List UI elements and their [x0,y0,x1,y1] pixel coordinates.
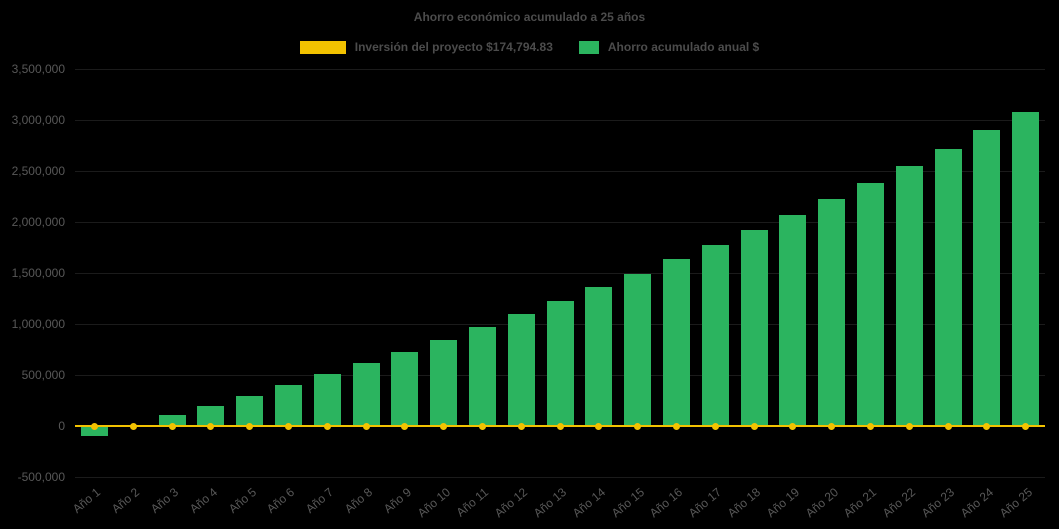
investment-line-marker[interactable] [168,422,176,430]
y-axis-tick-label: 3,500,000 [11,61,65,76]
investment-line-marker[interactable] [129,422,137,430]
y-axis-tick-label: 1,000,000 [11,316,65,331]
investment-line-marker[interactable] [983,422,991,430]
savings-bar[interactable] [313,374,341,426]
legend-label-investment: Inversión del proyecto $174,794.83 [354,40,553,54]
savings-bar[interactable] [158,414,186,426]
legend-item-investment[interactable]: Inversión del proyecto $174,794.83 [299,40,553,54]
savings-bar[interactable] [856,183,884,426]
savings-bar[interactable] [895,165,923,426]
savings-bar-swatch-icon [578,40,599,54]
savings-bar[interactable] [352,363,380,426]
chart-title: Ahorro económico acumulado a 25 años [413,10,646,24]
investment-line-marker[interactable] [207,422,215,430]
savings-bar[interactable] [546,300,574,426]
investment-line-marker[interactable] [246,422,254,430]
investment-line-marker[interactable] [556,422,564,430]
y-axis-tick-label: 500,000 [21,367,65,382]
y-axis-tick-label: 1,500,000 [11,265,65,280]
y-axis-tick-label: -500,000 [17,469,65,484]
savings-bar[interactable] [818,199,846,426]
savings-bar[interactable] [624,273,652,426]
investment-line-marker[interactable] [401,422,409,430]
savings-bar[interactable] [274,385,302,426]
investment-line-marker[interactable] [595,422,603,430]
y-gridline [75,272,1045,274]
investment-line-swatch-icon [299,40,346,54]
investment-line-marker[interactable] [905,422,913,430]
investment-line-marker[interactable] [944,422,952,430]
savings-bar[interactable] [1012,111,1040,426]
investment-line-marker[interactable] [90,422,98,430]
legend-item-savings[interactable]: Ahorro acumulado anual $ [578,40,760,54]
investment-line-marker[interactable] [634,422,642,430]
chart-legend: Inversión del proyecto $174,794.83 Ahorr… [0,40,1059,54]
investment-line-marker[interactable] [362,422,370,430]
savings-bar[interactable] [391,351,419,426]
savings-bar[interactable] [662,259,690,426]
investment-line-marker[interactable] [1022,422,1030,430]
investment-line-marker[interactable] [323,422,331,430]
savings-bar[interactable] [80,426,108,437]
investment-line-marker[interactable] [866,422,874,430]
investment-line-marker[interactable] [828,422,836,430]
legend-label-savings: Ahorro acumulado anual $ [607,40,760,54]
y-gridline [75,170,1045,172]
investment-line-marker[interactable] [711,422,719,430]
investment-line-marker[interactable] [478,422,486,430]
savings-bar[interactable] [430,339,458,426]
y-gridline [75,119,1045,121]
y-axis-tick-label: 0 [58,418,65,433]
savings-bar[interactable] [701,245,729,426]
savings-bar[interactable] [236,395,264,426]
y-gridline [75,221,1045,223]
y-gridline [75,476,1045,478]
savings-bar[interactable] [197,405,225,426]
savings-bar[interactable] [973,130,1001,426]
savings-bar[interactable] [779,215,807,426]
investment-line-marker[interactable] [672,422,680,430]
savings-bar[interactable] [507,314,535,426]
y-axis-tick-label: 2,500,000 [11,163,65,178]
investment-line-marker[interactable] [789,422,797,430]
savings-bar[interactable] [740,230,768,426]
savings-bar[interactable] [585,287,613,426]
y-axis-tick-label: 2,000,000 [11,214,65,229]
y-gridline [75,68,1045,70]
savings-bar[interactable] [934,149,962,426]
investment-line-marker[interactable] [440,422,448,430]
investment-line-marker[interactable] [750,422,758,430]
y-axis-tick-label: 3,000,000 [11,112,65,127]
savings-bar[interactable] [468,327,496,426]
investment-line-marker[interactable] [517,422,525,430]
investment-line-marker[interactable] [284,422,292,430]
